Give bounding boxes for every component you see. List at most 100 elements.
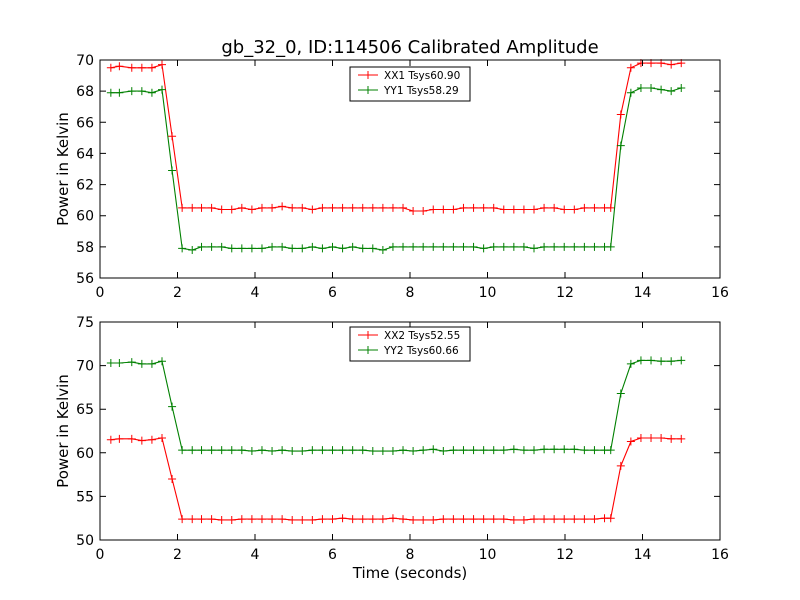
data-point (178, 203, 187, 212)
data-point (358, 515, 367, 524)
data-point (247, 205, 256, 214)
data-point (449, 515, 458, 524)
data-point (338, 244, 347, 253)
data-point (550, 242, 559, 251)
bottom-panel: 0 2 4 6 8 10 12 14 16 50 55 60 65 70 75 Power in Kelvin… (54, 315, 729, 563)
data-point (378, 447, 387, 456)
data-point (439, 242, 448, 251)
data-point (469, 203, 478, 212)
data-point (348, 515, 357, 524)
data-point (298, 515, 307, 524)
data-point (378, 515, 387, 524)
y-tick-label: 70 (76, 53, 94, 69)
data-point (509, 205, 518, 214)
data-point (399, 446, 408, 455)
data-point (530, 446, 538, 455)
data-point (227, 446, 236, 455)
data-point (188, 446, 197, 455)
data-point (358, 244, 367, 253)
data-point (257, 515, 266, 524)
x-axis-label: Time (seconds) (352, 564, 468, 582)
data-point (626, 437, 635, 446)
legend: XX2 Tsys52.55 YY2 Tsys60.66 (349, 326, 471, 362)
y-tick-label: 64 (76, 146, 94, 162)
data-point (257, 446, 266, 455)
data-point (657, 85, 666, 94)
data-point (158, 357, 166, 366)
y-tick-label: 66 (76, 115, 94, 131)
data-point (530, 205, 538, 214)
data-point (469, 446, 478, 455)
legend-label: XX1 Tsys60.90 (384, 70, 460, 82)
data-point (217, 515, 226, 524)
data-point (499, 205, 508, 214)
data-point (580, 446, 589, 455)
x-tick-label: 4 (251, 285, 260, 301)
data-point (328, 242, 337, 251)
data-point (636, 356, 645, 365)
data-point (489, 242, 498, 251)
data-point (308, 515, 317, 524)
data-point (127, 87, 136, 96)
data-point (207, 203, 216, 212)
legend-label: YY2 Tsys60.66 (383, 345, 459, 357)
y-tick-label: 68 (76, 84, 94, 100)
data-point (626, 88, 635, 97)
data-point (540, 242, 549, 251)
data-point (288, 244, 297, 253)
data-point (227, 205, 236, 214)
data-point (207, 515, 216, 524)
data-point (278, 446, 287, 455)
data-point (439, 515, 448, 524)
legend: XX1 Tsys60.90 YY1 Tsys58.29 (349, 66, 471, 102)
x-tick-label: 0 (96, 285, 105, 301)
data-point (616, 461, 625, 470)
data-point (328, 203, 337, 212)
data-point (308, 446, 317, 455)
legend-box (349, 66, 471, 102)
data-point (388, 242, 397, 251)
data-point (348, 446, 357, 455)
data-point (580, 515, 589, 524)
data-point (667, 60, 676, 69)
data-point (570, 205, 579, 214)
data-point (459, 203, 468, 212)
data-point (207, 242, 216, 251)
data-point (647, 84, 656, 93)
data-point (378, 245, 387, 254)
data-point (338, 514, 347, 523)
data-point (509, 445, 518, 454)
data-point (298, 244, 307, 253)
data-point (227, 515, 236, 524)
data-point (368, 515, 377, 524)
data-point (188, 245, 197, 254)
data-point (570, 445, 579, 454)
data-point (590, 242, 599, 251)
data-point (318, 446, 327, 455)
data-point (147, 63, 156, 72)
legend-swatch-marker (364, 86, 372, 94)
data-point (550, 515, 559, 524)
data-point (399, 242, 408, 251)
data-point (580, 242, 589, 251)
y-tick-label: 60 (76, 446, 94, 462)
data-point (409, 207, 418, 216)
data-point (616, 141, 625, 150)
data-point (606, 446, 615, 455)
data-point (147, 435, 156, 444)
data-point (217, 242, 226, 251)
data-point (550, 203, 559, 212)
data-point (590, 203, 599, 212)
data-point (499, 515, 508, 524)
data-point (168, 166, 177, 175)
x-tick-label: 2 (173, 285, 182, 301)
data-point (338, 446, 347, 455)
data-point (308, 242, 317, 251)
data-point (409, 242, 418, 251)
x-tick-label: 12 (556, 547, 574, 563)
data-point (298, 447, 307, 456)
data-point (318, 515, 327, 524)
data-point (616, 389, 625, 398)
